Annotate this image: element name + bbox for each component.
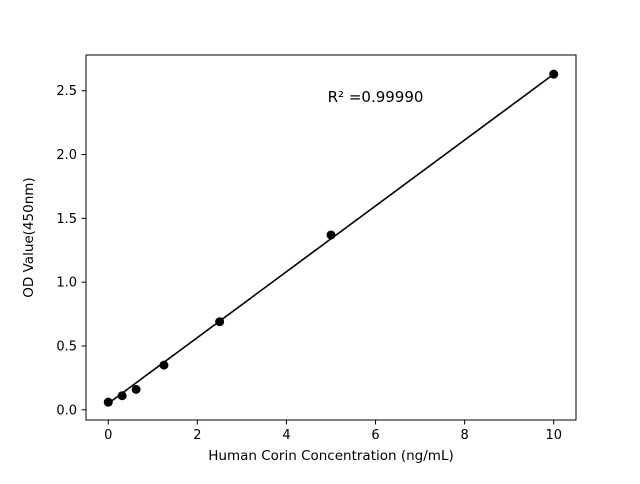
data-point bbox=[159, 360, 169, 370]
data-point bbox=[549, 69, 559, 79]
data-point bbox=[326, 230, 336, 240]
r-squared-annotation: R² =0.99990 bbox=[328, 88, 424, 106]
y-tick-label: 2.5 bbox=[56, 84, 77, 99]
plot-frame bbox=[85, 54, 577, 421]
x-tick-label: 0 bbox=[104, 428, 112, 443]
x-tick-label: 2 bbox=[193, 428, 201, 443]
y-tick-label: 1.5 bbox=[56, 212, 77, 227]
y-tick-label: 1.0 bbox=[56, 276, 77, 291]
x-tick-label: 8 bbox=[460, 428, 468, 443]
data-point bbox=[131, 384, 141, 394]
y-tick-label: 0.0 bbox=[56, 403, 77, 418]
data-point bbox=[215, 317, 225, 327]
x-tick-label: 6 bbox=[371, 428, 379, 443]
y-tick-label: 0.5 bbox=[56, 339, 77, 354]
x-tick-label: 4 bbox=[282, 428, 290, 443]
y-axis-label: OD Value(450nm) bbox=[21, 177, 37, 297]
x-tick-label: 10 bbox=[545, 428, 562, 443]
x-axis-label: Human Corin Concentration (ng/mL) bbox=[208, 448, 454, 464]
data-point bbox=[103, 397, 113, 407]
data-point bbox=[117, 391, 127, 401]
y-tick-label: 2.0 bbox=[56, 148, 77, 163]
